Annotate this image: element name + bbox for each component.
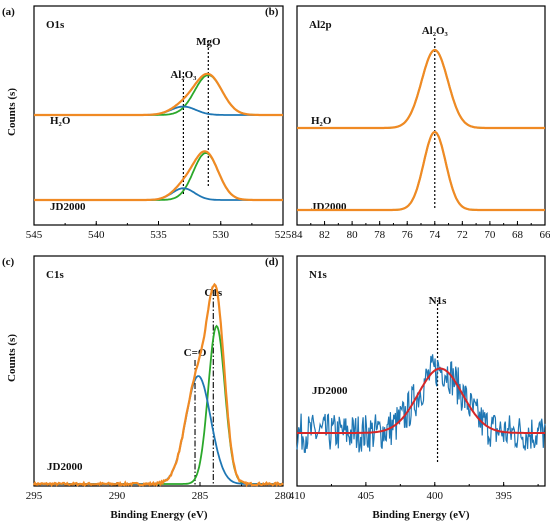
series-label: JD2000 <box>312 385 348 397</box>
peak-label: Al₂O₃ <box>170 69 197 81</box>
x-tick-label: 295 <box>26 490 43 502</box>
x-tick-label: 84 <box>292 229 304 241</box>
panel-label: (a) <box>2 6 15 18</box>
panel-al2p: 84 82 80 78 76 74 72 70 68 66 (b) Al2p Al₂O₃ H₂O JD200… <box>265 5 550 241</box>
peak-label: Al₂O₃ <box>422 25 449 37</box>
envelope-curve <box>297 130 545 212</box>
component-peak <box>297 49 545 129</box>
fit-curve <box>297 367 545 434</box>
x-tick-label: 545 <box>26 229 43 241</box>
element-label: N1s <box>309 269 327 281</box>
y-axis-label-bottom: Counts (s) <box>6 334 18 382</box>
x-tick-label: 395 <box>495 490 512 502</box>
series-label: JD2000 <box>50 201 86 213</box>
x-tick-label: 66 <box>540 229 550 241</box>
x-tick-label: 525 <box>275 229 292 241</box>
element-label: O1s <box>46 19 65 31</box>
x-axis-label-left: Binding Energy (eV) <box>110 509 208 521</box>
x-tick-label: 280 <box>275 490 292 502</box>
plot-frame <box>296 5 546 226</box>
x-tick-label: 405 <box>358 490 375 502</box>
x-tick-label: 535 <box>150 229 167 241</box>
envelope-curve <box>297 48 545 130</box>
x-tick-label: 400 <box>427 490 444 502</box>
x-tick-label: 540 <box>88 229 105 241</box>
x-axis-label-right: Binding Energy (eV) <box>372 509 470 521</box>
x-tick-label: 290 <box>109 490 126 502</box>
element-label: C1s <box>46 269 64 281</box>
x-tick-label: 68 <box>512 229 524 241</box>
peak-label: MgO <box>196 36 221 48</box>
x-tick-label: 72 <box>457 229 468 241</box>
x-tick-label: 70 <box>484 229 496 241</box>
series-label: H₂O <box>311 115 332 127</box>
x-tick-label: 80 <box>347 229 359 241</box>
peak-label: C=O <box>184 347 207 359</box>
panel-c1s: 295 290 285 280 (c) C1s C1s C=O JD2000 <box>2 255 292 502</box>
x-tick-label: 78 <box>374 229 386 241</box>
envelope-curve <box>32 282 284 488</box>
x-tick-label: 82 <box>319 229 330 241</box>
x-tick-label: 285 <box>192 490 209 502</box>
panel-label: (b) <box>265 6 279 18</box>
raw-spectrum <box>296 354 546 453</box>
peak-label: C1s <box>204 287 222 299</box>
peak-label: N1s <box>429 295 447 307</box>
series-label: H₂O <box>50 115 71 127</box>
element-label: Al2p <box>309 19 332 31</box>
plot-frame <box>296 255 546 487</box>
series-label: JD2000 <box>311 201 347 213</box>
panel-label: (c) <box>2 256 15 268</box>
panel-n1s: 410 405 400 395 (d) N1s N1s JD2000 <box>265 255 546 502</box>
component-peak <box>34 74 283 116</box>
series-label: JD2000 <box>47 461 83 473</box>
plot-frame <box>33 255 284 487</box>
component-peak <box>34 152 283 201</box>
x-tick-label: 530 <box>213 229 230 241</box>
x-tick-label: 76 <box>402 229 414 241</box>
panel-o1s: 545 540 535 530 525 (a) O1s MgO Al₂O₃ H₂O JD2000 <box>2 5 292 241</box>
x-tick-label: 74 <box>429 229 441 241</box>
y-axis-label-top: Counts (s) <box>6 88 18 136</box>
envelope-curve <box>34 72 283 117</box>
x-tick-label: 410 <box>289 490 306 502</box>
envelope-curve <box>34 150 283 202</box>
panel-label: (d) <box>265 256 279 268</box>
